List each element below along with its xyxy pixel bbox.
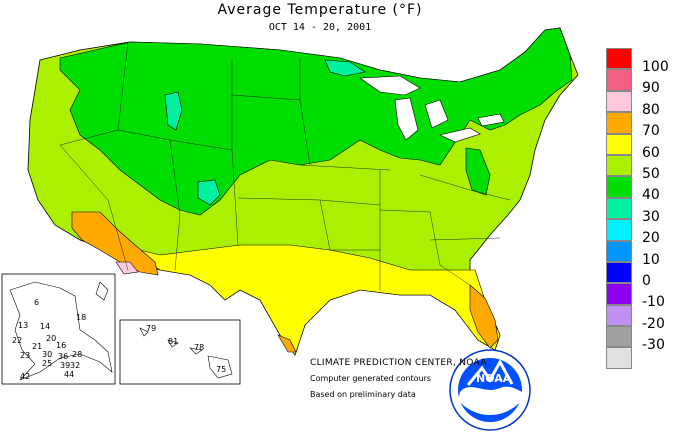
lake-superior-cold-spot-region [324,59,366,77]
legend-item: 100 [606,48,676,74]
legend-label: 50 [642,165,660,182]
rockies-cold-spot-region [164,91,183,131]
north-cool-region [59,27,573,216]
alaska-value: 20 [46,334,57,343]
legend-swatch [606,90,632,113]
credits-block: CLIMATE PREDICTION CENTER, NOAA Computer… [310,355,487,403]
great-lakes-water [359,75,505,143]
alaska-value: 21 [32,342,43,351]
colorado-cold-spot-region [197,179,221,206]
date-range: OCT 14 - 20, 2001 [268,22,372,33]
legend-swatch [606,154,632,177]
alaska-outline [9,281,113,381]
legend-label: -10 [642,294,665,311]
alaska-value: 14 [40,322,51,331]
state-boundaries [59,41,511,290]
legend-item: 0 [606,261,676,288]
legend-item: 90 [606,69,676,95]
hawaii-value: 81 [168,337,179,346]
legend-label: 60 [642,144,660,161]
alaska-value: 18 [76,313,87,322]
alaska-islands [95,281,109,301]
legend-swatch [606,133,632,155]
legend-label: 10 [642,251,660,268]
legend-label: 40 [642,187,660,204]
map-title: Average Temperature (°F) [217,2,423,18]
hot-spot-region [115,261,139,275]
alaska-value: 42 [20,372,31,381]
credits-organization: CLIMATE PREDICTION CENTER, NOAA [310,358,487,368]
legend-swatch [606,326,632,348]
credits-line-2: Based on preliminary data [310,390,416,399]
alaska-value: 36 [58,352,69,361]
legend-swatch [606,283,632,305]
alaska-value: 13 [18,321,29,330]
south-warm-region [119,244,501,356]
legend-item [606,347,676,369]
legend-swatch [606,347,632,369]
temperature-legend: 100 90 80 70 60 50 40 30 20 10 0 -10 -20… [606,48,676,369]
alaska-value: 23 [20,351,31,360]
appalachian-cool-region [465,147,491,196]
legend-item: 30 [606,197,676,224]
legend-swatch [606,304,632,327]
alaska-value: 28 [72,350,83,359]
legend-label: 30 [642,208,660,225]
legend-swatch [606,197,632,220]
legend-item: 60 [606,133,676,160]
legend-label: -20 [642,315,665,332]
alaska-value: 16 [56,341,67,350]
legend-item: 20 [606,219,676,245]
legend-label: 70 [642,123,660,140]
legend-item: 40 [606,176,676,202]
gulf-coast-warm-region [277,334,297,353]
legend-label: -30 [642,337,665,354]
legend-item: -30 [606,326,676,352]
legend-label: 0 [642,272,651,289]
florida-warm-region [469,284,499,349]
alaska-value: 32 [70,361,81,370]
legend-item: -20 [606,304,676,331]
legend-swatch [606,48,632,70]
credits-line-1: Computer generated contours [310,374,432,383]
legend-item: 70 [606,112,676,138]
hawaii-value: 78 [194,343,205,352]
legend-item: 80 [606,90,676,117]
legend-swatch [606,219,632,241]
alaska-value: 25 [42,359,53,368]
hawaii-value: 79 [146,324,157,333]
noaa-logo-label: NOAA [476,372,512,385]
alaska-value: 6 [34,298,40,307]
legend-label: 80 [642,101,660,118]
alaska-value: 22 [12,336,23,345]
legend-swatch [606,261,632,284]
desert-southwest-region [71,211,159,276]
alaska-value: 44 [64,370,75,379]
hawaii-islands [139,327,233,379]
legend-swatch [606,240,632,262]
legend-swatch [606,176,632,198]
legend-item: -10 [606,283,676,309]
legend-swatch [606,69,632,91]
legend-item: 10 [606,240,676,267]
legend-swatch [606,112,632,134]
legend-label: 90 [642,80,660,97]
legend-label: 20 [642,230,660,247]
alaska-value: 39 [60,361,71,370]
legend-item: 50 [606,154,676,181]
hawaii-value: 75 [216,365,227,374]
noaa-logo [449,349,531,431]
legend-label: 100 [642,59,669,75]
alaska-value: 30 [42,350,53,359]
